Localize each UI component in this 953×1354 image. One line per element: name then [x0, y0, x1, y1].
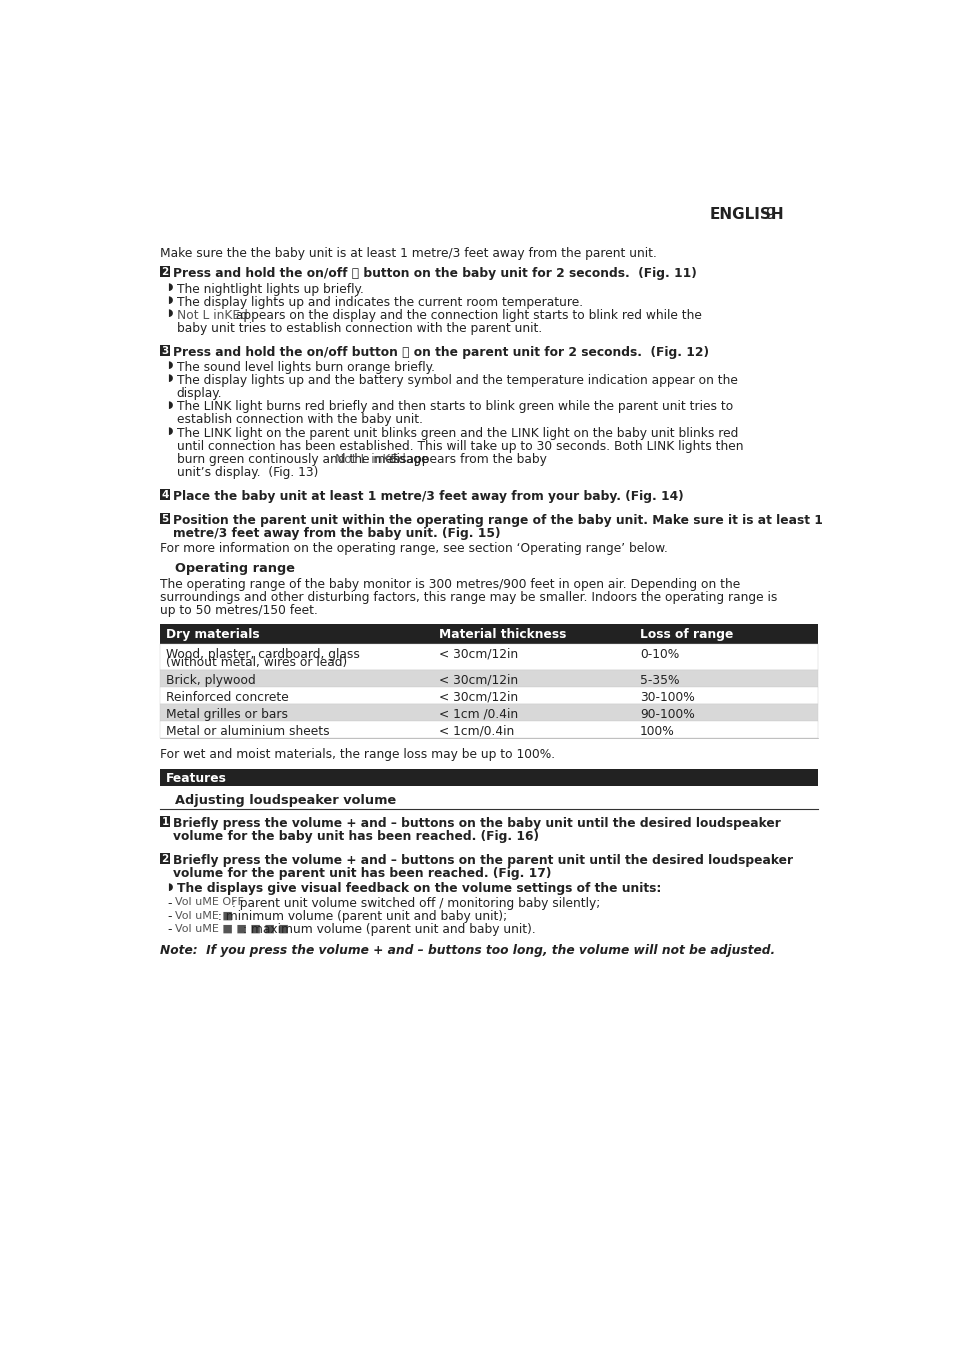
- Text: 5: 5: [161, 513, 169, 524]
- Text: ◗: ◗: [167, 399, 172, 410]
- Text: ENGLISH: ENGLISH: [709, 207, 783, 222]
- Text: Position the parent unit within the operating range of the baby unit. Make sure : Position the parent unit within the oper…: [173, 513, 822, 527]
- Text: -: -: [167, 910, 172, 923]
- Text: < 1cm/0.4in: < 1cm/0.4in: [438, 724, 514, 738]
- Text: up to 50 metres/150 feet.: up to 50 metres/150 feet.: [159, 604, 317, 617]
- Text: ◗: ◗: [167, 360, 172, 371]
- Text: volume for the baby unit has been reached. (Fig. 16): volume for the baby unit has been reache…: [173, 830, 539, 844]
- Text: burn green continously and the message: burn green continously and the message: [176, 452, 432, 466]
- Text: The LINK light on the parent unit blinks green and the LINK light on the baby un: The LINK light on the parent unit blinks…: [176, 427, 738, 440]
- Text: Loss of range: Loss of range: [639, 627, 733, 640]
- Text: < 30cm/12in: < 30cm/12in: [438, 647, 517, 661]
- Text: Vol uME OFF: Vol uME OFF: [174, 898, 244, 907]
- Text: metre/3 feet away from the baby unit. (Fig. 15): metre/3 feet away from the baby unit. (F…: [173, 527, 500, 540]
- Text: The sound level lights burn orange briefly.: The sound level lights burn orange brief…: [176, 362, 435, 374]
- Text: 1: 1: [161, 816, 169, 827]
- Bar: [159, 643, 818, 670]
- Text: Press and hold the on/off ⏻ button on the baby unit for 2 seconds.  (Fig. 11): Press and hold the on/off ⏻ button on th…: [173, 267, 697, 280]
- Text: disappears from the baby: disappears from the baby: [385, 452, 546, 466]
- Bar: [159, 816, 171, 827]
- Text: Not L inKEd: Not L inKEd: [335, 452, 405, 466]
- Bar: [159, 267, 171, 278]
- Text: The display lights up and the battery symbol and the temperature indication appe: The display lights up and the battery sy…: [176, 374, 737, 387]
- Text: surroundings and other disturbing factors, this range may be smaller. Indoors th: surroundings and other disturbing factor…: [159, 592, 776, 604]
- Text: Operating range: Operating range: [174, 562, 294, 575]
- Text: 9: 9: [765, 207, 775, 222]
- Text: ◗: ◗: [167, 425, 172, 436]
- Bar: [159, 489, 171, 500]
- Bar: [159, 686, 818, 704]
- Text: For wet and moist materials, the range loss may be up to 100%.: For wet and moist materials, the range l…: [159, 749, 554, 761]
- Text: -: -: [167, 923, 172, 936]
- Text: Wood, plaster, cardboard, glass: Wood, plaster, cardboard, glass: [166, 647, 359, 661]
- Text: Metal or aluminium sheets: Metal or aluminium sheets: [166, 724, 329, 738]
- Text: : maximum volume (parent unit and baby unit).: : maximum volume (parent unit and baby u…: [243, 923, 536, 936]
- Text: 4: 4: [161, 490, 169, 500]
- Text: The LINK light burns red briefly and then starts to blink green while the parent: The LINK light burns red briefly and the…: [176, 401, 732, 413]
- Text: 0-10%: 0-10%: [639, 647, 679, 661]
- Text: establish connection with the baby unit.: establish connection with the baby unit.: [176, 413, 422, 427]
- Text: Make sure the the baby unit is at least 1 metre/3 feet away from the parent unit: Make sure the the baby unit is at least …: [159, 248, 656, 260]
- Text: Material thickness: Material thickness: [438, 627, 566, 640]
- Text: 30-100%: 30-100%: [639, 691, 694, 704]
- Text: 100%: 100%: [639, 724, 674, 738]
- Bar: [159, 513, 171, 524]
- Bar: [159, 624, 818, 643]
- Text: display.: display.: [176, 387, 222, 401]
- Text: Briefly press the volume + and – buttons on the parent unit until the desired lo: Briefly press the volume + and – buttons…: [173, 854, 793, 867]
- Text: ◗: ◗: [167, 374, 172, 383]
- Text: Note:  If you press the volume + and – buttons too long, the volume will not be : Note: If you press the volume + and – bu…: [159, 944, 774, 957]
- Bar: [159, 345, 171, 356]
- Text: Vol uME ■ ■ ■ ■ ■: Vol uME ■ ■ ■ ■ ■: [174, 923, 289, 933]
- Text: : parent unit volume switched off / monitoring baby silently;: : parent unit volume switched off / moni…: [228, 898, 599, 910]
- Text: Briefly press the volume + and – buttons on the baby unit until the desired loud: Briefly press the volume + and – buttons…: [173, 816, 781, 830]
- Text: < 30cm/12in: < 30cm/12in: [438, 691, 517, 704]
- Text: Vol uME ■: Vol uME ■: [174, 910, 233, 921]
- Text: Press and hold the on/off button ⏻ on the parent unit for 2 seconds.  (Fig. 12): Press and hold the on/off button ⏻ on th…: [173, 345, 709, 359]
- Text: (without metal, wires or lead): (without metal, wires or lead): [166, 657, 347, 669]
- Bar: [159, 670, 818, 686]
- Text: until connection has been established. This will take up to 30 seconds. Both LIN: until connection has been established. T…: [176, 440, 742, 452]
- Text: 3: 3: [161, 345, 169, 356]
- Text: Brick, plywood: Brick, plywood: [166, 674, 255, 686]
- Text: 2: 2: [161, 854, 169, 864]
- Text: 90-100%: 90-100%: [639, 708, 694, 720]
- Text: ◗: ◗: [167, 881, 172, 892]
- Text: unit’s display.  (Fig. 13): unit’s display. (Fig. 13): [176, 466, 317, 479]
- Text: Adjusting loudspeaker volume: Adjusting loudspeaker volume: [174, 793, 395, 807]
- Text: Features: Features: [166, 772, 227, 785]
- Bar: [159, 853, 171, 864]
- Text: The displays give visual feedback on the volume settings of the units:: The displays give visual feedback on the…: [176, 883, 660, 895]
- Text: The operating range of the baby monitor is 300 metres/900 feet in open air. Depe: The operating range of the baby monitor …: [159, 578, 739, 592]
- Text: 5-35%: 5-35%: [639, 674, 679, 686]
- Text: appears on the display and the connection light starts to blink red while the: appears on the display and the connectio…: [233, 309, 701, 322]
- Text: < 1cm /0.4in: < 1cm /0.4in: [438, 708, 517, 720]
- Text: Place the baby unit at least 1 metre/3 feet away from your baby. (Fig. 14): Place the baby unit at least 1 metre/3 f…: [173, 490, 683, 502]
- Text: Dry materials: Dry materials: [166, 627, 259, 640]
- Text: The display lights up and indicates the current room temperature.: The display lights up and indicates the …: [176, 295, 582, 309]
- Text: baby unit tries to establish connection with the parent unit.: baby unit tries to establish connection …: [176, 322, 541, 334]
- Bar: [159, 769, 818, 787]
- Text: ◗: ◗: [167, 307, 172, 318]
- Text: Not L inKEd: Not L inKEd: [176, 309, 247, 322]
- Text: ◗: ◗: [167, 282, 172, 292]
- Text: Reinforced concrete: Reinforced concrete: [166, 691, 288, 704]
- Text: ◗: ◗: [167, 295, 172, 305]
- Bar: [159, 704, 818, 720]
- Text: volume for the parent unit has been reached. (Fig. 17): volume for the parent unit has been reac…: [173, 867, 551, 880]
- Text: For more information on the operating range, see section ‘Operating range’ below: For more information on the operating ra…: [159, 542, 667, 555]
- Text: The nightlight lights up briefly.: The nightlight lights up briefly.: [176, 283, 363, 295]
- Bar: [159, 720, 818, 738]
- Text: < 30cm/12in: < 30cm/12in: [438, 674, 517, 686]
- Text: Metal grilles or bars: Metal grilles or bars: [166, 708, 288, 720]
- Text: : minimum volume (parent unit and baby unit);: : minimum volume (parent unit and baby u…: [213, 910, 506, 923]
- Text: 2: 2: [161, 267, 169, 278]
- Text: -: -: [167, 898, 172, 910]
